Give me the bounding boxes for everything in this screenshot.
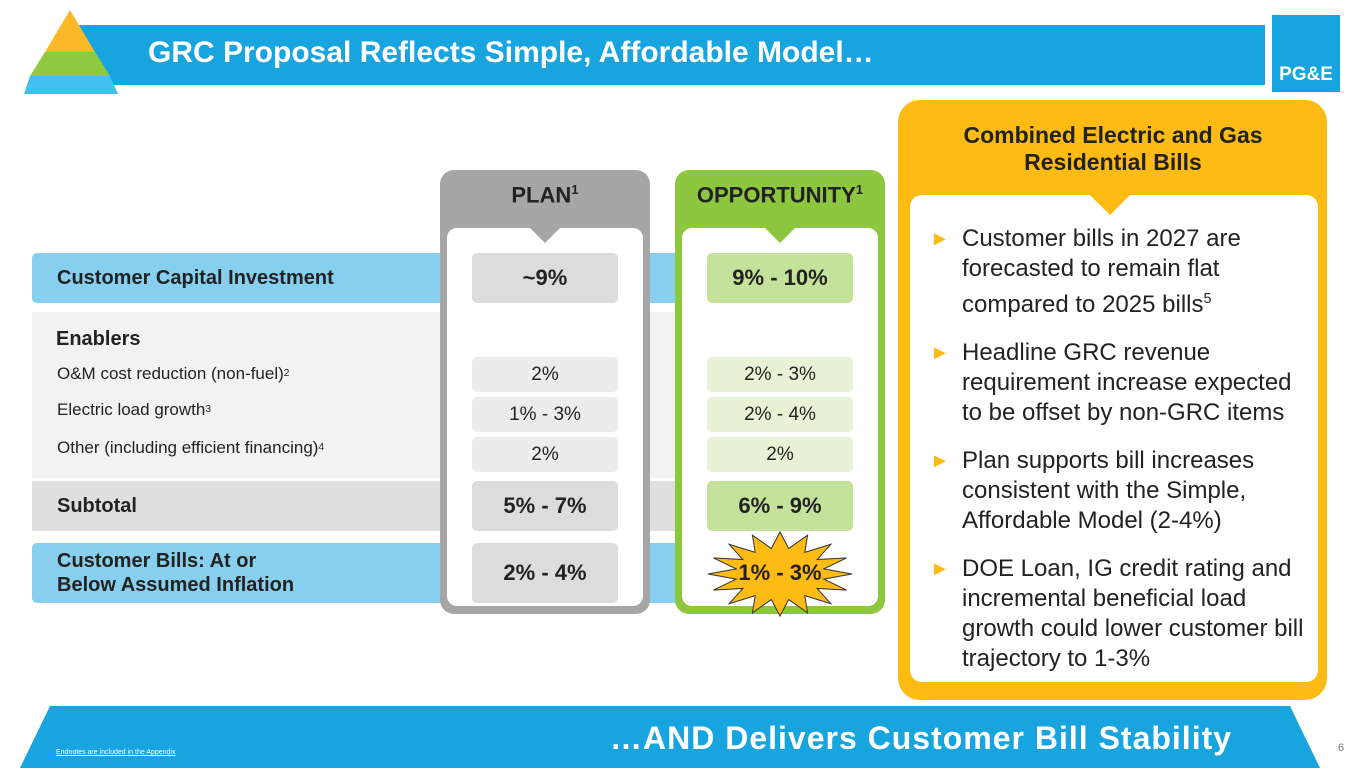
- bullet-text: Customer bills in 2027 are forecasted to…: [962, 225, 1241, 318]
- column-header: OPPORTUNITY1: [675, 182, 885, 208]
- row-label: Subtotal: [32, 481, 137, 531]
- logo: PG&E: [1279, 64, 1333, 85]
- section-label: Enablers: [56, 328, 141, 350]
- bullet: ► Customer bills in 2027 are forecasted t…: [930, 224, 1315, 320]
- footnote-ref: 4: [318, 441, 325, 453]
- bullet-marker: ►: [930, 450, 950, 472]
- page-number: 6: [1338, 742, 1345, 754]
- value-cell: 1% - 3%: [738, 560, 822, 585]
- bullet-text: Plan supports bill increases consistent …: [962, 447, 1255, 534]
- row-label: Other (including efficient financing) 4: [32, 436, 324, 460]
- value-cell: 2% - 4%: [472, 543, 618, 603]
- row-label-text: Electric load growth: [57, 399, 206, 419]
- footnote-ref: 3: [205, 403, 212, 415]
- value-cell: 6% - 9%: [707, 481, 853, 531]
- bullets: ► Customer bills in 2027 are forecasted t…: [930, 224, 1315, 692]
- value-cell: ~9%: [472, 253, 618, 303]
- value-cell: 1% - 3%: [472, 397, 618, 432]
- bullet: ► DOE Loan, IG credit rating and incremen…: [930, 554, 1315, 674]
- row-label-line: Below Assumed Inflation: [57, 574, 295, 596]
- row-label: Customer Bills: At or Below Assumed Infla…: [32, 543, 294, 603]
- value-cell: 2%: [707, 437, 853, 472]
- row-label: O&M cost reduction (non-fuel) 2: [32, 362, 289, 386]
- value-cell: 2% - 3%: [707, 357, 853, 392]
- bullet-text: Headline GRC revenue requirement increas…: [962, 339, 1292, 426]
- row-label-line: Customer Bills: At or: [57, 550, 257, 572]
- footnote-ref: 1: [855, 182, 864, 197]
- value-cell: 2%: [472, 437, 618, 472]
- row-label: Electric load growth 3: [32, 398, 211, 422]
- title: GRC Proposal Reflects Simple, Affordable…: [148, 36, 874, 69]
- column-header: PLAN1: [440, 182, 650, 208]
- bullet: ► Plan supports bill increases consistent…: [930, 446, 1315, 536]
- bullet-marker: ►: [930, 558, 950, 580]
- bullet-marker: ►: [930, 342, 950, 364]
- endnote: Endnotes are included in the Appendix: [56, 749, 176, 756]
- footnote-ref: 2: [283, 367, 290, 379]
- value-cell: 2% - 4%: [707, 397, 853, 432]
- footnote-ref: 5: [1203, 291, 1212, 307]
- value-cell: 9% - 10%: [707, 253, 853, 303]
- row-label: Customer Capital Investment: [32, 253, 334, 303]
- row-label-text: O&M cost reduction (non-fuel): [57, 363, 284, 383]
- tagline: …AND Delivers Customer Bill Stability: [610, 720, 1233, 756]
- row-label-text: Other (including efficient financing): [57, 437, 319, 457]
- value-cell: 2%: [472, 357, 618, 392]
- panel-title: Combined Electric and Gas Residential Bi…: [963, 122, 1263, 175]
- value-cell: 5% - 7%: [472, 481, 618, 531]
- row-label-text: Subtotal: [57, 495, 137, 517]
- starburst: [707, 530, 853, 618]
- footnote-ref: 1: [571, 182, 579, 197]
- row-label-text: Customer Capital Investment: [57, 267, 334, 289]
- bullet-marker: ►: [930, 228, 950, 250]
- bullet-text: DOE Loan, IG credit rating and increment…: [962, 555, 1304, 672]
- column-label: PLAN: [511, 182, 572, 208]
- column-label: OPPORTUNITY: [696, 182, 856, 208]
- bullet: ► Headline GRC revenue requirement increa…: [930, 338, 1315, 428]
